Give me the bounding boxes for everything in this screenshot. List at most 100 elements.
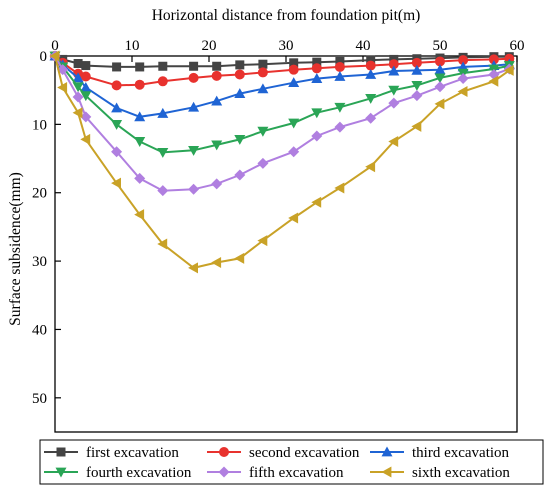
data-point: [488, 54, 499, 65]
data-point: [111, 102, 123, 113]
data-point: [211, 178, 223, 190]
data-point: [388, 135, 399, 147]
data-point: [80, 133, 91, 145]
data-point: [334, 61, 345, 72]
data-point: [365, 112, 377, 124]
data-point: [111, 146, 123, 158]
data-point: [135, 62, 145, 72]
data-point: [411, 64, 423, 75]
data-point: [211, 70, 222, 81]
legend-label: second excavation: [249, 445, 360, 461]
legend-marker: [56, 447, 66, 457]
data-point: [366, 55, 376, 65]
legend-item: fifth excavation: [207, 465, 344, 481]
data-point: [188, 183, 200, 195]
legend-item: fourth excavation: [44, 465, 192, 481]
data-point: [411, 80, 423, 91]
y-tick-label: 40: [32, 322, 47, 338]
legend-label: sixth excavation: [412, 465, 510, 481]
data-point: [311, 73, 323, 83]
data-point: [134, 79, 145, 90]
data-point: [288, 146, 300, 158]
y-tick-label: 20: [32, 186, 47, 202]
data-point: [258, 59, 268, 69]
data-point: [434, 64, 446, 75]
data-point: [257, 67, 268, 78]
data-point: [388, 59, 399, 70]
data-point: [311, 130, 323, 142]
x-tick-label: 40: [356, 38, 371, 54]
data-point: [188, 72, 199, 83]
data-point: [458, 55, 469, 66]
data-point: [158, 61, 168, 71]
data-point: [49, 50, 60, 62]
data-point: [388, 85, 400, 96]
data-point: [188, 262, 198, 274]
data-point: [457, 73, 469, 85]
legend-marker: [218, 466, 230, 478]
legend-label: fifth excavation: [249, 465, 344, 481]
y-tick-label: 30: [32, 254, 47, 270]
data-point: [211, 256, 222, 268]
data-point: [211, 140, 223, 151]
data-point: [288, 77, 300, 88]
data-point: [312, 57, 322, 67]
data-point: [288, 212, 299, 224]
data-point: [289, 58, 299, 68]
data-point: [72, 107, 83, 119]
data-point: [411, 57, 422, 68]
data-point: [257, 83, 269, 94]
data-point: [434, 73, 446, 84]
data-point: [434, 98, 445, 110]
data-point: [234, 69, 245, 80]
data-point: [80, 81, 92, 92]
data-point: [134, 137, 146, 147]
data-point: [365, 93, 377, 104]
data-point: [257, 157, 269, 169]
data-point: [57, 81, 68, 93]
legend-label: first excavation: [86, 445, 179, 461]
data-point: [435, 56, 445, 67]
x-tick-label: 50: [433, 38, 448, 54]
legend-item: third excavation: [370, 445, 510, 461]
data-point: [388, 97, 400, 109]
data-point: [111, 177, 121, 189]
data-point: [334, 71, 346, 81]
data-point: [157, 147, 169, 158]
legend-label: fourth excavation: [86, 465, 192, 481]
data-point: [157, 76, 168, 87]
data-point: [72, 91, 84, 103]
data-point: [411, 120, 422, 132]
data-point: [80, 71, 91, 82]
data-point: [334, 182, 345, 194]
data-point: [334, 102, 346, 113]
data-point: [503, 64, 514, 76]
plot-frame: [54, 55, 518, 433]
data-point: [235, 60, 245, 70]
data-point: [234, 252, 245, 264]
data-point: [365, 161, 376, 173]
data-point: [311, 63, 322, 74]
data-point: [457, 86, 468, 98]
data-point: [134, 172, 146, 184]
legend-item: second excavation: [207, 445, 360, 461]
legend: first excavation second excavation third e…: [39, 439, 544, 485]
data-point: [134, 111, 146, 122]
data-point: [81, 61, 91, 71]
data-point: [211, 95, 223, 106]
data-point: [188, 145, 200, 156]
data-point: [188, 101, 200, 112]
legend-marker: [381, 466, 392, 478]
data-point: [334, 121, 346, 133]
legend-label: third excavation: [412, 445, 510, 461]
data-point: [234, 135, 246, 145]
data-point: [157, 185, 169, 197]
x-tick-label: 20: [202, 38, 217, 54]
legend-item: first excavation: [44, 445, 179, 461]
data-point: [257, 126, 269, 137]
x-tick-label: 10: [125, 38, 140, 54]
x-tick-label: 0: [51, 38, 59, 54]
data-point: [112, 62, 122, 72]
